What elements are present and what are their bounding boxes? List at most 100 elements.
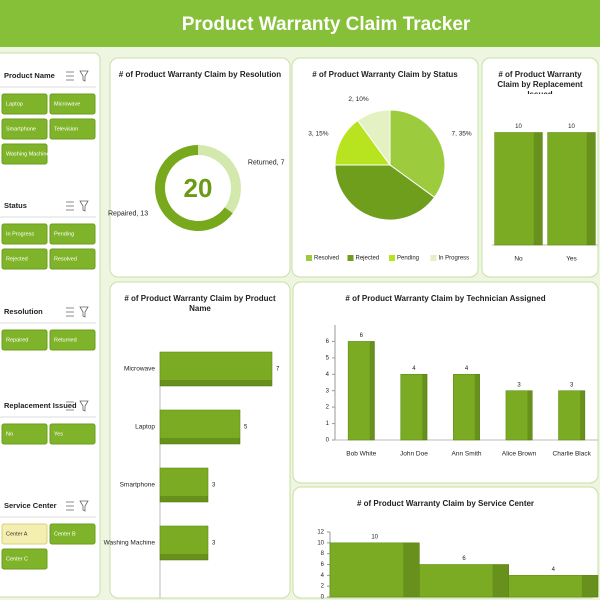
legend-swatch [306, 255, 312, 261]
bar [159, 467, 209, 503]
page-title: Product Warranty Claim Tracker [182, 14, 471, 35]
slicer-title: Service Center [4, 501, 57, 510]
y-tick-label: 1 [326, 421, 330, 427]
data-label: 10 [568, 124, 575, 130]
slicer-button[interactable] [1, 93, 48, 115]
bar-shade [403, 542, 420, 597]
slicer-item[interactable]: In Progress [6, 231, 34, 237]
pie-slice [334, 119, 391, 166]
title-box: # of Product Warranty Claim by Resolutio… [118, 70, 282, 79]
bar [505, 390, 533, 441]
legend-label: Pending [397, 256, 419, 262]
donut-slice [197, 145, 241, 214]
title-box: # of Product Warranty Claim by Status [312, 70, 458, 79]
slicer-button[interactable] [1, 423, 48, 445]
slicer-button[interactable] [49, 118, 96, 140]
slicer-button[interactable] [1, 118, 48, 140]
slicer-item[interactable]: Microwave [54, 101, 80, 107]
filter-icon [66, 500, 89, 512]
bar [453, 373, 480, 441]
filter-icon [66, 200, 89, 212]
data-label: 10 [515, 124, 522, 130]
bar-shade [160, 554, 208, 560]
slicer-button[interactable] [49, 329, 96, 351]
slicer-item[interactable]: Center A [6, 531, 28, 537]
slicer-panel [0, 52, 101, 598]
slicer-button[interactable] [1, 523, 48, 545]
y-tick-label: 6 [326, 339, 330, 345]
slicer-button[interactable] [49, 248, 96, 270]
data-label: Repaired, 13 [108, 210, 148, 217]
y-tick-label: Laptop [135, 424, 155, 431]
slicer-item[interactable]: No [6, 431, 13, 437]
slicer-item[interactable]: Resolved [54, 256, 77, 262]
data-label: 3 [212, 541, 216, 547]
slicer-title: Status [4, 201, 27, 210]
data-label: 6 [360, 333, 364, 339]
y-tick-label: 2 [326, 405, 330, 411]
slicer-button[interactable] [1, 248, 48, 270]
slicer-button[interactable] [49, 523, 96, 545]
slicer-button[interactable] [1, 329, 48, 351]
bar [558, 390, 586, 441]
bar-shade [581, 575, 598, 597]
data-label: 10 [371, 534, 378, 540]
data-label: 5 [244, 425, 248, 431]
bar-shade [422, 374, 428, 440]
chart-title: # of Product Warranty Claim by Technicia… [345, 294, 546, 303]
slicer-item[interactable]: Pending [54, 231, 74, 237]
bar-shade [369, 341, 375, 440]
chart-title: # of Product Warranty Claim by Service C… [356, 499, 535, 508]
slicer-item[interactable]: Television [54, 126, 78, 132]
y-tick-label: 2 [321, 584, 325, 590]
x-tick-label: No [514, 256, 523, 263]
slicer-item[interactable]: Center B [54, 531, 76, 537]
y-tick-label: 5 [326, 355, 330, 361]
title-box: # of Product Warranty Claim by Service C… [356, 499, 535, 508]
y-tick-label: 12 [317, 530, 324, 536]
y-tick-label: Washing Machine [104, 540, 156, 547]
x-tick-label: Charlie Black [553, 451, 592, 458]
donut-slice [155, 145, 233, 231]
data-label: 3 [517, 382, 521, 388]
data-label: 4 [465, 366, 469, 372]
title-box: # of Product Warranty Claim by Technicia… [345, 294, 546, 303]
header-bar [0, 0, 600, 47]
slicer-button[interactable] [1, 223, 48, 245]
slicer-item[interactable]: Washing Machine [6, 151, 50, 157]
bar [159, 525, 209, 561]
y-tick-label: 6 [321, 562, 325, 568]
bar [494, 132, 543, 246]
slicer-button[interactable] [1, 548, 48, 570]
slicer-item[interactable]: Returned [54, 337, 77, 343]
slicer-title: Replacement Issued [4, 401, 77, 410]
slicer-button[interactable] [49, 93, 96, 115]
slicer-button[interactable] [1, 143, 48, 165]
bar-shade [492, 564, 509, 597]
x-tick-label: Alice Brown [502, 451, 537, 458]
bar [419, 564, 509, 598]
slicer-button[interactable] [49, 423, 96, 445]
slicer-item[interactable]: Center C [6, 556, 28, 562]
filter-icon [66, 70, 89, 82]
bar-shade [580, 390, 585, 440]
chart-title: # of Product Warranty Claim by Resolutio… [118, 70, 282, 79]
slicer-item[interactable]: Yes [54, 431, 63, 437]
y-tick-label: 10 [317, 540, 324, 546]
data-label: 7 [276, 367, 280, 373]
legend-swatch [389, 255, 395, 261]
slicer-item[interactable]: Laptop [6, 101, 23, 107]
slicer-item[interactable]: Rejected [6, 256, 28, 262]
y-tick-label: 0 [326, 438, 330, 444]
legend-label: Rejected [356, 256, 380, 262]
donut-total: 20 [184, 173, 213, 203]
data-label: Returned, 7 [248, 159, 285, 166]
bar-shade [474, 374, 480, 440]
legend-label: In Progress [439, 256, 470, 262]
slicer-button[interactable] [49, 223, 96, 245]
slicer-item[interactable]: Repaired [6, 337, 28, 343]
slicer-item[interactable]: Smartphone [6, 126, 36, 132]
chart-title: # of Product Warranty Claim by Status [312, 70, 458, 79]
x-tick-label: Yes [566, 256, 577, 263]
